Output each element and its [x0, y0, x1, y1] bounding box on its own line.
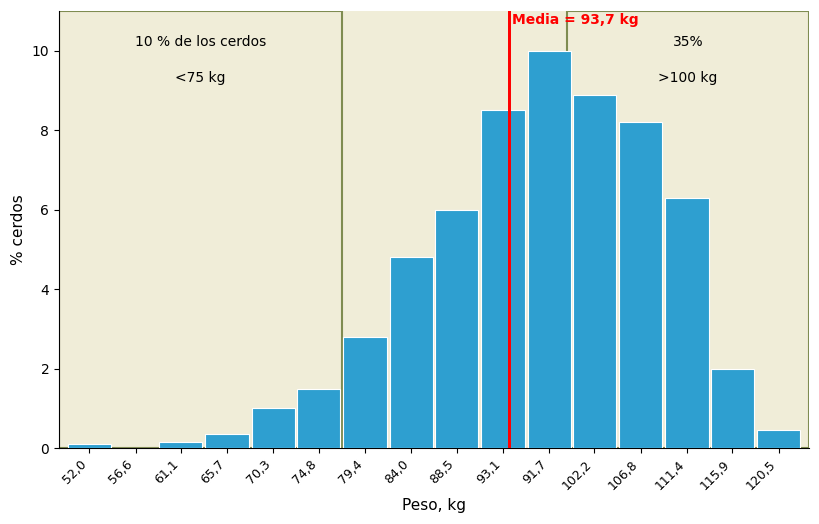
Bar: [481, 111, 524, 448]
Bar: [389, 257, 432, 448]
Bar: [756, 430, 799, 448]
Bar: [572, 94, 615, 448]
FancyBboxPatch shape: [59, 11, 342, 448]
Bar: [159, 442, 202, 448]
Bar: [389, 257, 432, 448]
FancyBboxPatch shape: [567, 11, 808, 448]
Y-axis label: % cerdos: % cerdos: [11, 194, 26, 265]
Bar: [481, 111, 524, 448]
Bar: [434, 210, 477, 448]
Text: 10 % de los cerdos: 10 % de los cerdos: [134, 35, 265, 49]
Bar: [206, 434, 248, 448]
Bar: [618, 123, 662, 448]
Text: Media = 93,7 kg: Media = 93,7 kg: [511, 13, 638, 27]
Bar: [756, 430, 799, 448]
Bar: [206, 434, 248, 448]
Bar: [710, 369, 753, 448]
Bar: [434, 210, 477, 448]
Bar: [251, 408, 295, 448]
Bar: [343, 337, 387, 448]
Bar: [572, 94, 615, 448]
Bar: [251, 408, 295, 448]
Bar: [67, 444, 111, 448]
Bar: [67, 444, 111, 448]
Bar: [665, 198, 708, 448]
Text: <75 kg: <75 kg: [175, 71, 225, 85]
Text: 35%: 35%: [672, 35, 703, 49]
Bar: [343, 337, 387, 448]
Bar: [527, 51, 570, 448]
Bar: [618, 123, 662, 448]
Bar: [710, 369, 753, 448]
Text: >100 kg: >100 kg: [658, 71, 717, 85]
Bar: [527, 51, 570, 448]
Bar: [296, 388, 340, 448]
Bar: [296, 388, 340, 448]
Bar: [159, 442, 202, 448]
X-axis label: Peso, kg: Peso, kg: [401, 498, 465, 513]
Bar: [665, 198, 708, 448]
